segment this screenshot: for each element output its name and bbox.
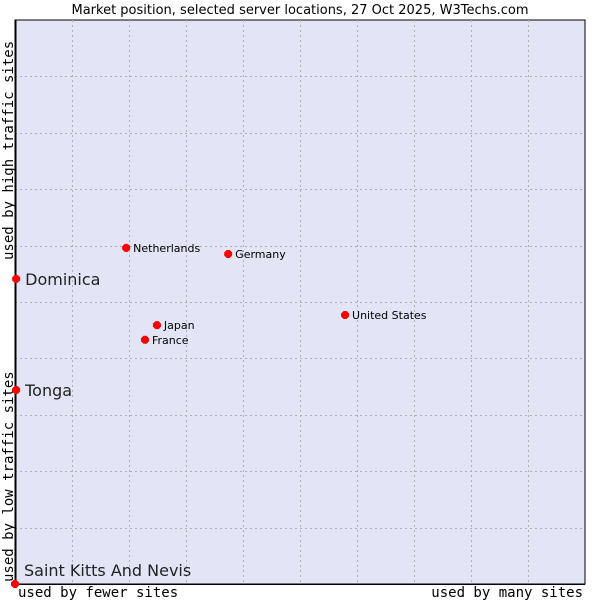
data-label: Japan xyxy=(163,319,195,332)
x-label-high: used by many sites xyxy=(431,585,583,600)
data-point xyxy=(11,580,19,588)
chart-title: Market position, selected server locatio… xyxy=(71,3,528,18)
data-point xyxy=(12,385,21,394)
grid xyxy=(15,20,585,584)
data-label: Saint Kitts And Nevis xyxy=(24,561,191,580)
data-label: France xyxy=(152,334,189,347)
data-label: Tonga xyxy=(24,381,72,400)
points: Netherlands Germany United States Japan Fran… xyxy=(11,242,427,588)
data-point xyxy=(341,310,350,319)
data-point xyxy=(12,274,21,283)
data-label: Netherlands xyxy=(133,242,200,255)
data-label: Germany xyxy=(235,248,286,261)
data-point xyxy=(224,250,233,259)
data-label: Dominica xyxy=(25,270,100,289)
x-label-low: used by fewer sites xyxy=(18,585,178,600)
y-label-low: used by low traffic sites xyxy=(1,371,17,582)
data-point xyxy=(122,243,131,252)
y-label-high: used by high traffic sites xyxy=(1,41,17,260)
data-point xyxy=(152,321,161,330)
data-label: United States xyxy=(352,309,427,322)
data-point xyxy=(140,335,149,344)
